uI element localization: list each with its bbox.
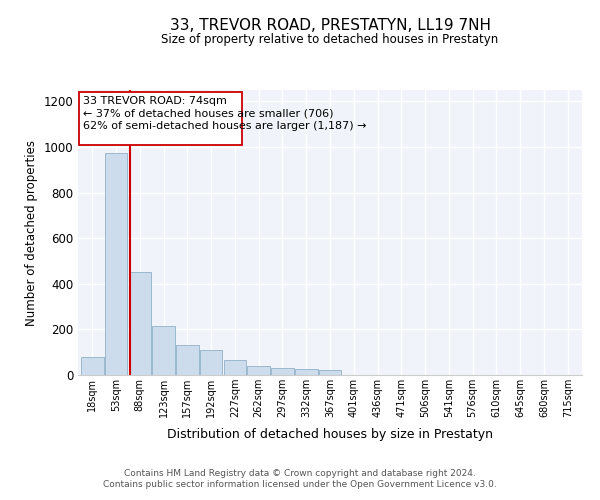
Text: 33 TREVOR ROAD: 74sqm: 33 TREVOR ROAD: 74sqm <box>83 96 227 106</box>
Text: ← 37% of detached houses are smaller (706): ← 37% of detached houses are smaller (70… <box>83 108 333 118</box>
Y-axis label: Number of detached properties: Number of detached properties <box>25 140 38 326</box>
Text: Contains HM Land Registry data © Crown copyright and database right 2024.: Contains HM Land Registry data © Crown c… <box>124 468 476 477</box>
Bar <box>295 370 317 375</box>
Bar <box>128 272 151 375</box>
Text: Contains public sector information licensed under the Open Government Licence v3: Contains public sector information licen… <box>103 480 497 489</box>
Bar <box>176 346 199 375</box>
Text: 62% of semi-detached houses are larger (1,187) →: 62% of semi-detached houses are larger (… <box>83 121 366 131</box>
Text: Size of property relative to detached houses in Prestatyn: Size of property relative to detached ho… <box>161 32 499 46</box>
Bar <box>81 357 104 375</box>
Bar <box>105 152 127 375</box>
Bar <box>271 368 294 375</box>
Bar <box>247 366 270 375</box>
FancyBboxPatch shape <box>79 92 242 144</box>
Bar <box>200 350 223 375</box>
X-axis label: Distribution of detached houses by size in Prestatyn: Distribution of detached houses by size … <box>167 428 493 442</box>
Text: 33, TREVOR ROAD, PRESTATYN, LL19 7NH: 33, TREVOR ROAD, PRESTATYN, LL19 7NH <box>170 18 491 32</box>
Bar <box>152 326 175 375</box>
Bar <box>319 370 341 375</box>
Bar <box>224 360 246 375</box>
